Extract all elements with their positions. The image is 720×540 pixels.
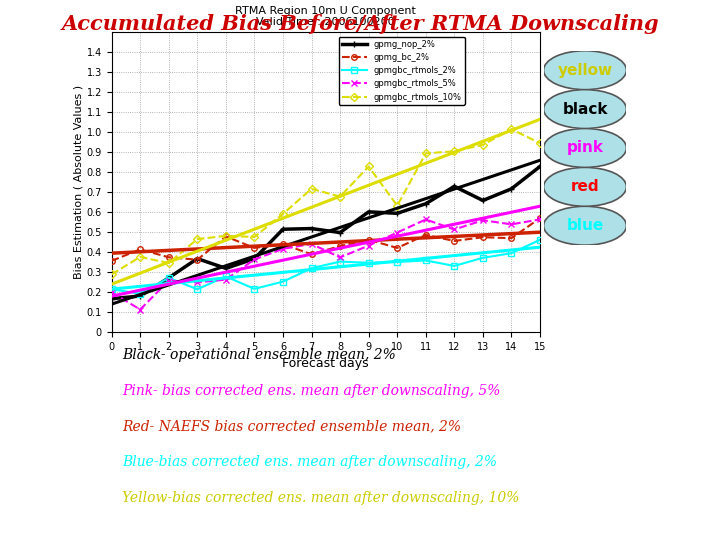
X-axis label: Forecast days: Forecast days: [282, 357, 369, 370]
Text: pink: pink: [567, 140, 603, 156]
Text: Pink- bias corrected ens. mean after downscaling, 5%: Pink- bias corrected ens. mean after dow…: [122, 384, 501, 398]
Y-axis label: Bias Estimation ( Absolute Values ): Bias Estimation ( Absolute Values ): [73, 85, 84, 279]
Ellipse shape: [544, 90, 626, 129]
Title: RTMA Region 10m U Component
Valid Time : 2006100200: RTMA Region 10m U Component Valid Time :…: [235, 6, 416, 28]
Text: black: black: [562, 102, 608, 117]
Legend: gpmg_nop_2%, gpmg_bc_2%, gpmgbc_rtmols_2%, gpmgbc_rtmols_5%, gpmgbc_rtmols_10%: gpmg_nop_2%, gpmg_bc_2%, gpmgbc_rtmols_2…: [338, 37, 465, 105]
Text: Red- NAEFS bias corrected ensemble mean, 2%: Red- NAEFS bias corrected ensemble mean,…: [122, 420, 462, 434]
Ellipse shape: [544, 167, 626, 206]
Text: blue: blue: [567, 218, 603, 233]
Text: red: red: [571, 179, 599, 194]
Text: yellow: yellow: [557, 63, 613, 78]
Text: Black- operational ensemble mean, 2%: Black- operational ensemble mean, 2%: [122, 348, 396, 362]
Text: Blue-bias corrected ens. mean after downscaling, 2%: Blue-bias corrected ens. mean after down…: [122, 455, 498, 469]
Ellipse shape: [544, 51, 626, 90]
Ellipse shape: [544, 129, 626, 167]
Ellipse shape: [544, 206, 626, 245]
Text: Accumulated Bias Before/After RTMA Downscaling: Accumulated Bias Before/After RTMA Downs…: [61, 14, 659, 33]
Text: Yellow-bias corrected ens. mean after downscaling, 10%: Yellow-bias corrected ens. mean after do…: [122, 491, 520, 505]
